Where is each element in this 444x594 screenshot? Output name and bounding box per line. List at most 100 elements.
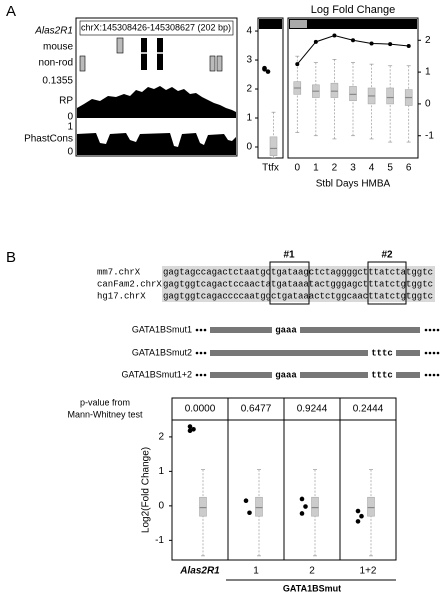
mutation: gaaa — [275, 370, 297, 380]
mutation: tttc — [371, 348, 393, 358]
track-label: non-rod — [39, 58, 73, 69]
y-tick-label: 4 — [246, 26, 252, 37]
box — [199, 496, 207, 517]
point — [187, 428, 193, 433]
site-box — [269, 261, 310, 305]
p-value: 0.6477 — [241, 404, 272, 415]
browser-frame — [75, 17, 238, 157]
point — [243, 498, 249, 503]
position-box — [79, 20, 234, 36]
x-tick-label: 1 — [313, 163, 319, 174]
site-box — [367, 261, 407, 305]
feature — [116, 37, 124, 54]
genome-browser: chrX:145308426-145308627 (202 bp) Alas2R… — [24, 17, 238, 158]
x-tick-label: 1 — [253, 566, 259, 577]
position: chrX:145308426-145308627 (202 bp) — [81, 22, 231, 32]
mutant-name: GATA1BSmut1 — [132, 324, 192, 334]
p-value-header: p-value from — [80, 397, 130, 407]
point — [262, 67, 267, 72]
x-tick-label: 1+2 — [360, 566, 377, 577]
x-axis-label: Stbl Days HMBA — [316, 179, 391, 190]
sequence: gagtagccagactctaatgctgataagctctaggggcttt… — [163, 267, 433, 277]
rp-min: 0 — [67, 112, 73, 123]
dots — [195, 328, 440, 377]
phastcons-signal — [77, 133, 236, 155]
mutant-name: GATA1BSmut2 — [132, 347, 192, 357]
construct-bar — [210, 372, 272, 378]
x-tick-label: 2 — [332, 163, 338, 174]
ttfx-frame — [257, 17, 284, 159]
feature — [157, 38, 163, 70]
p-value-header: Mann-Whitney test — [67, 409, 143, 419]
panel-label: B — [6, 249, 16, 266]
days-frame — [287, 17, 419, 159]
feature — [141, 38, 147, 70]
point — [355, 508, 361, 514]
y-tick-label: -1 — [155, 535, 164, 546]
construct-bar — [210, 350, 368, 356]
x-tick-label: 4 — [369, 163, 375, 174]
rp-signal — [77, 86, 236, 118]
mutants: GATA1BSmut1 GATA1BSmut2 GATA1BSmut1+2 ga… — [122, 324, 440, 380]
header-bar — [259, 19, 282, 29]
y-tick-label: 3 — [246, 55, 252, 66]
line-marker — [295, 62, 300, 67]
rp-label: RP — [59, 96, 73, 107]
y-tick-label: 2 — [425, 35, 431, 46]
box — [367, 496, 375, 517]
group-label: GATA1BSmut — [283, 583, 341, 593]
p-value: 0.0000 — [185, 404, 216, 415]
y-tick-label: 2 — [158, 432, 164, 443]
y-tick-label: 0 — [158, 501, 164, 512]
chart-title: Log Fold Change — [311, 4, 395, 16]
x-tick-label: Alas2R1 — [179, 566, 220, 577]
x-tick-label: 6 — [406, 163, 412, 174]
construct-bar — [210, 327, 272, 333]
box — [349, 86, 357, 102]
species: mm7.chrX — [97, 267, 141, 277]
alignment: #1 #2 mm7.chrX canFam2.chrX hg17.chrX ga… — [97, 250, 435, 305]
header-bar — [289, 19, 417, 29]
y-tick-label: -1 — [425, 130, 434, 141]
rp-max: 0.1355 — [42, 76, 73, 87]
mutation: gaaa — [275, 325, 297, 335]
construct-bar — [300, 327, 420, 333]
box — [255, 496, 263, 517]
point — [247, 510, 252, 516]
y-tick-label: 0 — [246, 142, 252, 153]
point — [355, 519, 361, 524]
point — [191, 427, 196, 432]
header-bar — [290, 20, 307, 28]
species: canFam2.chrX — [97, 279, 162, 289]
construct-bar — [396, 372, 420, 378]
line-marker — [369, 41, 374, 46]
point — [359, 513, 364, 519]
y-tick-label: 1 — [425, 67, 431, 78]
point — [299, 511, 305, 516]
y-tick-label: 2 — [246, 84, 252, 95]
feature — [79, 55, 86, 72]
box — [330, 82, 339, 98]
site-label: #1 — [283, 250, 295, 261]
phastcons-label: PhastCons — [24, 134, 73, 145]
feature — [216, 55, 223, 72]
point — [187, 424, 193, 429]
y-axis-label: Log2(Fold Change) — [141, 447, 152, 533]
x-tick-label: 2 — [309, 566, 315, 577]
panel-label: A — [6, 3, 16, 20]
point — [303, 504, 308, 509]
species: hg17.chrX — [97, 291, 146, 301]
box — [311, 496, 319, 517]
line-marker — [388, 42, 393, 47]
box — [269, 136, 278, 156]
x-tick-label: 5 — [387, 163, 393, 174]
y-tick-label: 0 — [425, 99, 431, 110]
feature — [209, 55, 216, 72]
phastcons-min: 0 — [67, 147, 73, 158]
line-marker — [406, 44, 411, 48]
point — [299, 496, 305, 502]
highlight — [162, 266, 435, 302]
mutation: tttc — [371, 370, 393, 380]
site-label: #2 — [381, 250, 393, 261]
